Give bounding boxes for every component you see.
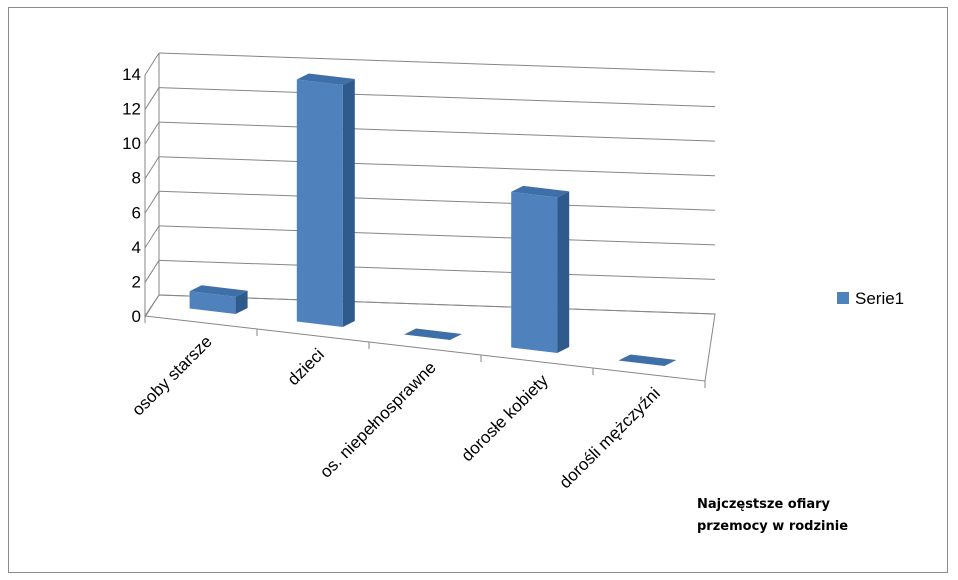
y-tick-label: 8 [132,169,141,188]
bar-top [404,328,462,340]
bar-top [511,185,570,198]
gridline-depth [144,191,160,214]
gridline [158,121,716,142]
legend-swatch [837,292,849,304]
gridline [158,87,716,108]
bar-side [342,78,355,327]
category-label: os. niepełnosprawne [316,358,440,482]
y-tick-label: 12 [122,100,141,119]
gridline [158,52,716,73]
bar [618,354,677,366]
y-tick-label: 6 [132,203,141,222]
bar-top [189,285,248,297]
bar-side [235,290,248,314]
gridline-depth [144,156,160,179]
bar-top [296,73,355,85]
y-tick-label: 14 [122,65,141,84]
y-tick-label: 10 [122,134,141,153]
gridline-depth [144,121,160,145]
gridline [158,225,716,246]
y-tick-label: 4 [132,238,141,257]
bar [296,73,355,327]
legend-label: Serie1 [855,289,904,308]
bar [189,285,248,314]
category-label: osoby starsze [128,332,216,420]
gridline-depth [144,260,160,283]
bar-side [557,191,570,353]
gridline-depth [144,225,160,249]
bars [189,73,677,366]
chart-frame: 0 2 4 6 8 10 12 14 osoby starsze dzieci os. niepe… [8,7,948,573]
gridline [158,259,716,280]
category-label: dzieci [284,345,328,389]
y-axis-ticks: 0 2 4 6 8 10 12 14 [122,65,141,326]
legend: Serie1 [837,289,904,308]
y-tick-label: 0 [132,307,141,326]
bar-top [618,354,677,366]
category-label: dorosłe kobiety [458,371,553,466]
chart-note: Najczęstsze ofiary przemocy w rodzinie [697,494,937,538]
category-label: dorośli mężczyźni [556,384,664,492]
bar-front [189,291,236,314]
bar [404,328,462,340]
gridline [158,190,716,211]
gridline-depth [144,52,160,76]
gridline-depth [144,87,160,110]
bar-front [296,79,343,327]
y-tick-label: 2 [132,272,141,291]
chart-note-line-1: Najczęstsze ofiary [697,497,831,512]
gridline [158,156,716,177]
chart-note-line-2: przemocy w rodzinie [697,519,849,534]
bar [511,185,570,353]
gridlines [144,52,716,388]
bar-front [511,191,558,353]
